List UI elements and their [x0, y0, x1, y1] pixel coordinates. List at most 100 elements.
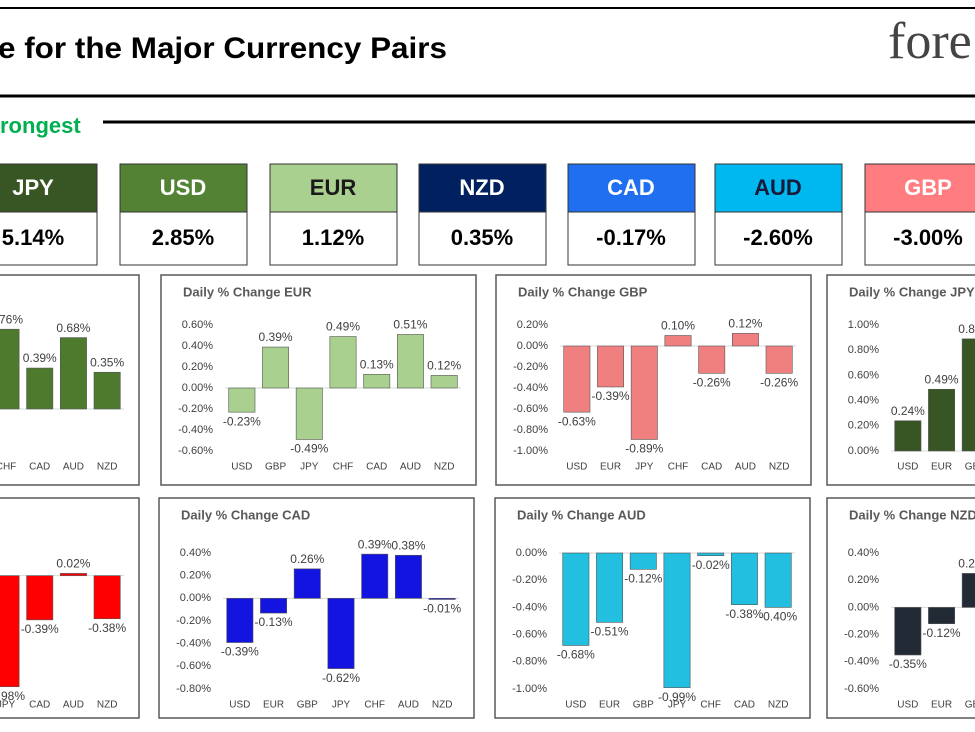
x-tick-label: NZD	[434, 462, 455, 473]
x-tick-label: CHF	[364, 700, 385, 711]
tile-value-box	[0, 211, 98, 266]
chart-title: Daily % Change GBP	[518, 284, 648, 299]
value-label: 0.38%	[391, 538, 425, 552]
section-label: rongest	[0, 113, 81, 138]
x-tick-label: CAD	[701, 462, 722, 473]
bar	[396, 334, 424, 389]
bar	[226, 598, 254, 643]
y-tick-label: 0.80%	[848, 344, 879, 356]
y-tick-label: 0.40%	[848, 395, 879, 407]
tile-currency: AUD	[754, 175, 802, 200]
x-tick-label: USD	[897, 700, 918, 711]
value-label: -0.26%	[760, 375, 798, 389]
value-label: -0.49%	[290, 442, 328, 456]
bar	[765, 345, 793, 374]
y-tick-label: 0.20%	[848, 574, 879, 586]
x-tick-label: EUR	[931, 462, 952, 473]
tile-change: -0.17%	[596, 225, 666, 250]
y-tick-label: -0.20%	[176, 615, 211, 627]
y-tick-label: -0.80%	[176, 683, 211, 695]
x-tick-label: AUD	[63, 462, 84, 473]
bar	[562, 552, 590, 646]
bar	[59, 573, 87, 576]
tile-change: 1.12%	[302, 225, 364, 250]
y-tick-label: -0.40%	[178, 424, 213, 436]
value-label: -0.39%	[21, 622, 59, 636]
value-label: -0.98%	[0, 689, 25, 703]
tile-header	[0, 163, 98, 213]
x-tick-label: JPY	[300, 462, 319, 473]
value-label: 0.12%	[427, 359, 461, 373]
tile-change: 0.35%	[451, 225, 513, 250]
tile-currency: NZD	[459, 175, 504, 200]
value-label: 0.49%	[326, 320, 360, 334]
value-label: 0.39%	[358, 537, 392, 551]
y-tick-label: -0.60%	[176, 660, 211, 672]
tile-header	[418, 163, 547, 213]
bar	[293, 568, 321, 599]
bar	[26, 367, 54, 410]
tile-currency: JPY	[12, 175, 54, 200]
value-label: -0.39%	[592, 389, 630, 403]
value-label: -0.26%	[693, 375, 731, 389]
bar	[329, 336, 357, 389]
value-label: -0.01%	[423, 602, 461, 616]
y-tick-label: 0.40%	[182, 340, 213, 352]
bar	[894, 420, 922, 452]
tile-value-box	[567, 211, 696, 266]
x-tick-label: JPY	[0, 700, 15, 711]
bar	[0, 575, 20, 688]
bar	[428, 598, 456, 600]
tile-value-box	[269, 211, 398, 266]
x-tick-label: GBP	[633, 700, 654, 711]
bar	[260, 598, 288, 614]
y-tick-label: -1.00%	[513, 445, 548, 457]
bar	[430, 375, 458, 389]
y-tick-label: 0.00%	[848, 445, 879, 457]
tile-header	[864, 163, 975, 213]
y-tick-label: 1.00%	[848, 319, 879, 331]
x-tick-label: AUD	[400, 462, 421, 473]
x-tick-label: EUR	[600, 462, 621, 473]
value-label: -0.63%	[558, 414, 596, 428]
tile-currency: EUR	[310, 175, 357, 200]
bar	[597, 345, 625, 388]
bar	[894, 607, 922, 656]
panel	[158, 497, 475, 719]
x-tick-label: GBP	[297, 700, 318, 711]
y-tick-label: -0.40%	[513, 382, 548, 394]
bar	[596, 552, 624, 623]
tile-change: -3.00%	[893, 225, 963, 250]
x-tick-label: EUR	[599, 700, 620, 711]
value-label: 0.35%	[90, 355, 124, 369]
value-label: -0.38%	[725, 607, 763, 621]
value-label: -0.62%	[322, 671, 360, 685]
bar	[698, 345, 726, 374]
y-tick-label: 0.20%	[182, 361, 213, 373]
y-tick-label: 0.20%	[517, 319, 548, 331]
bar	[361, 553, 389, 599]
x-tick-label: GBP	[265, 462, 286, 473]
y-tick-label: -0.60%	[844, 683, 879, 695]
value-label: 0.68%	[56, 321, 90, 335]
value-label: 0.39%	[259, 330, 293, 344]
y-tick-label: -0.20%	[844, 629, 879, 641]
value-label: 0.76%	[0, 312, 23, 326]
chart-title: Daily % Change AUD	[517, 507, 646, 522]
x-tick-label: USD	[566, 462, 587, 473]
value-label: 0.26%	[290, 552, 324, 566]
y-tick-label: -0.20%	[513, 361, 548, 373]
x-tick-label: NZD	[768, 700, 789, 711]
y-tick-label: -0.80%	[513, 424, 548, 436]
tile-value-box	[418, 211, 547, 266]
value-label: -0.99%	[658, 690, 696, 704]
x-tick-label: CAD	[366, 462, 387, 473]
y-tick-label: 0.60%	[182, 319, 213, 331]
bar	[928, 607, 956, 625]
x-tick-label: JPY	[635, 462, 654, 473]
x-tick-label: USD	[229, 700, 250, 711]
value-label: -0.12%	[624, 571, 662, 585]
value-label: 0.13%	[360, 358, 394, 372]
tile-value-box	[864, 211, 975, 266]
